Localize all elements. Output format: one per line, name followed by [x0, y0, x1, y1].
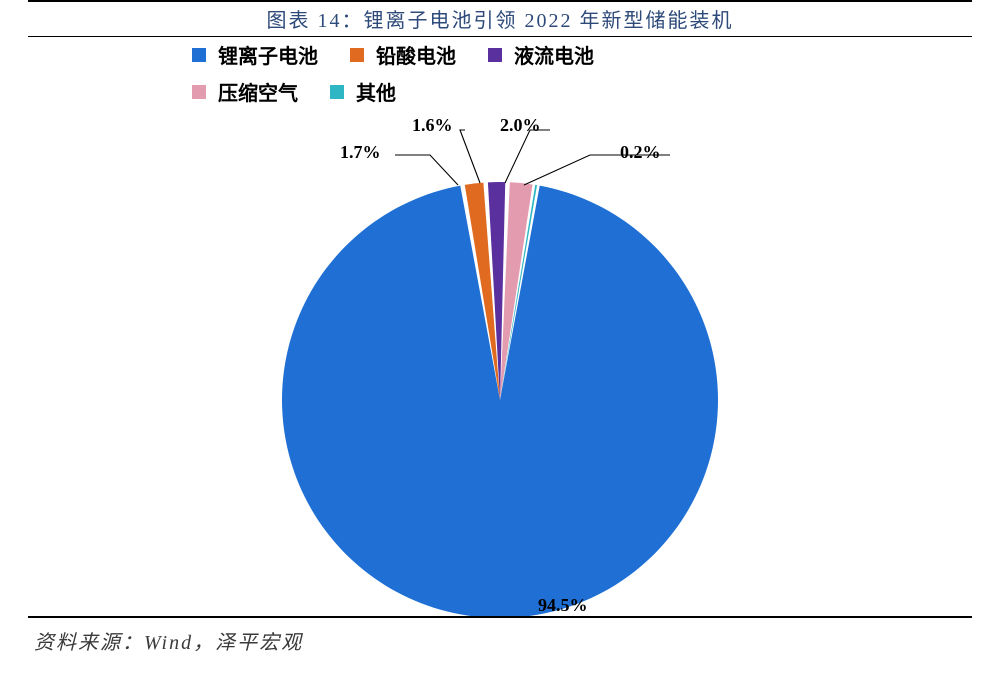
- pie-data-label: 1.7%: [340, 142, 381, 163]
- pie-data-label: 94.5%: [538, 595, 588, 616]
- bottom-rule: [28, 616, 972, 618]
- legend-marker: [192, 48, 206, 62]
- legend-marker: [350, 48, 364, 62]
- pie-chart-area: 94.5% 1.7% 1.6% 2.0% 0.2%: [0, 100, 1000, 620]
- leader-line: [505, 130, 550, 183]
- legend-item: 铅酸电池: [350, 40, 456, 69]
- pie-data-label: 2.0%: [500, 115, 541, 136]
- legend: 锂离子电池 铅酸电池 液流电池 压缩空气 其他: [192, 40, 832, 106]
- pie-data-label: 1.6%: [412, 115, 453, 136]
- legend-marker: [192, 85, 206, 99]
- leader-line: [395, 155, 458, 185]
- source-text: 资料来源：Wind，泽平宏观: [34, 626, 303, 655]
- legend-item: 液流电池: [488, 40, 594, 69]
- legend-label: 铅酸电池: [376, 40, 456, 69]
- pie-svg: [0, 100, 1000, 620]
- leader-line: [460, 130, 480, 183]
- chart-title: 图表 14：锂离子电池引领 2022 年新型储能装机: [267, 10, 734, 32]
- legend-label: 液流电池: [514, 40, 594, 69]
- legend-item: 锂离子电池: [192, 40, 318, 69]
- chart-container: 图表 14：锂离子电池引领 2022 年新型储能装机 锂离子电池 铅酸电池 液流…: [0, 0, 1000, 674]
- legend-marker: [330, 85, 344, 99]
- legend-marker: [488, 48, 502, 62]
- title-bar: 图表 14：锂离子电池引领 2022 年新型储能装机: [28, 0, 972, 37]
- legend-label: 锂离子电池: [218, 40, 318, 69]
- pie-data-label: 0.2%: [620, 142, 661, 163]
